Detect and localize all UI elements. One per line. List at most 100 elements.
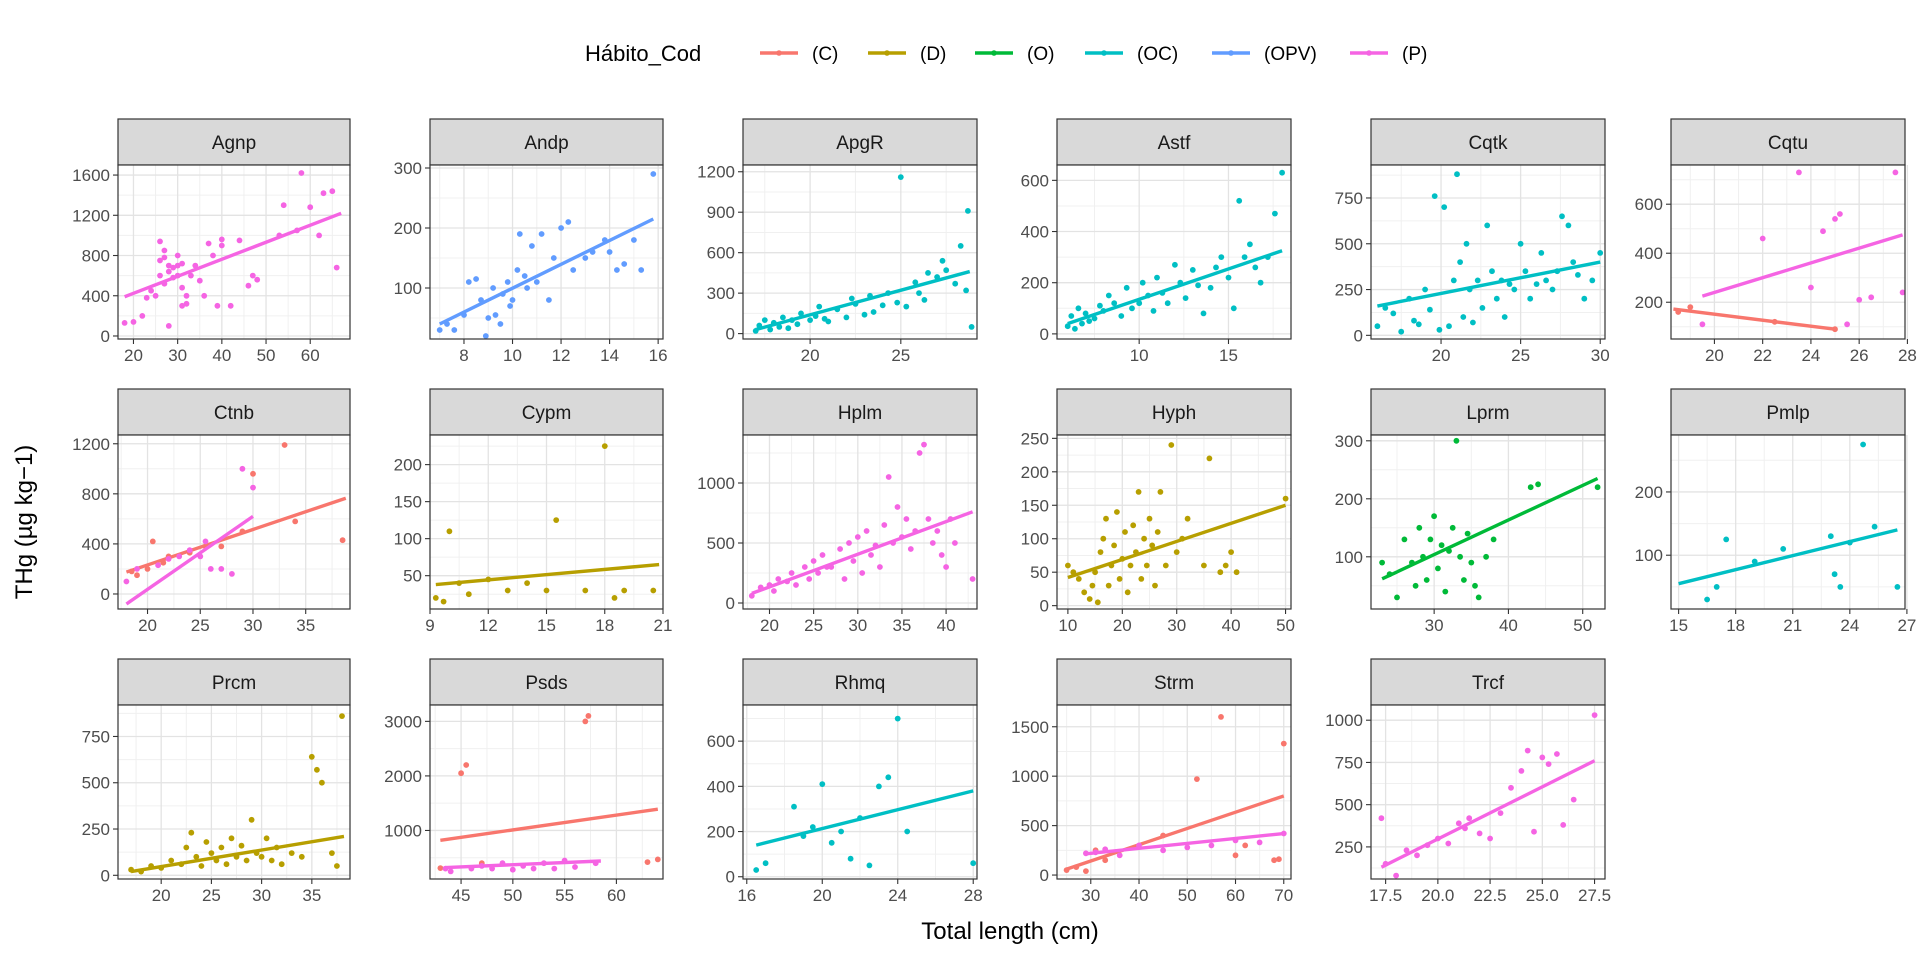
regression-line — [125, 496, 347, 574]
data-point — [258, 853, 265, 860]
legend-item-o: (O) — [975, 44, 1054, 65]
panel-data — [753, 715, 977, 873]
data-point — [1152, 582, 1158, 589]
panel-data — [437, 713, 661, 875]
data-point — [1075, 305, 1082, 312]
facet-strip — [117, 388, 351, 436]
data-point — [1493, 295, 1500, 302]
data-point — [912, 279, 919, 286]
data-point — [1868, 294, 1875, 301]
data-point — [1282, 495, 1289, 502]
data-point — [650, 171, 657, 177]
legend-item-oc: (OC) — [1085, 44, 1178, 65]
data-point — [654, 856, 661, 863]
data-point — [1464, 530, 1471, 537]
y-tick-label: 800 — [82, 247, 110, 266]
data-point — [533, 279, 540, 285]
y-tick-label: 0 — [726, 325, 735, 344]
data-point — [521, 273, 528, 279]
data-point — [482, 333, 489, 339]
data-point — [1189, 267, 1196, 273]
data-point — [524, 580, 530, 586]
panel-grid — [118, 435, 350, 609]
data-point — [339, 537, 346, 544]
data-point — [753, 867, 760, 873]
y-tick-label: 0 — [726, 594, 735, 613]
y-tick-label: 600 — [707, 244, 735, 263]
data-point — [186, 547, 193, 554]
y-tick-label: 600 — [1021, 171, 1049, 190]
data-point — [863, 528, 870, 534]
data-point — [1827, 533, 1834, 540]
data-point — [1466, 815, 1473, 822]
x-tick-label: 20 — [1705, 346, 1724, 365]
data-point — [1538, 250, 1545, 256]
data-point — [193, 853, 200, 860]
data-point — [1431, 513, 1437, 520]
y-tick-label: 0 — [1040, 325, 1049, 344]
data-point — [432, 595, 439, 601]
y-tick-label: 400 — [1021, 223, 1049, 242]
y-tick-label: 250 — [1335, 281, 1363, 300]
data-point — [1455, 820, 1462, 827]
data-point — [1150, 308, 1157, 314]
data-point — [1394, 594, 1400, 601]
panel-data — [1378, 712, 1598, 879]
data-point — [218, 844, 225, 851]
y-tick-label: 400 — [82, 287, 110, 306]
data-point — [553, 517, 560, 523]
data-point — [1454, 171, 1460, 178]
data-point — [161, 247, 168, 254]
x-tick-label: 27.5 — [1578, 886, 1611, 905]
data-point — [507, 303, 513, 309]
y-tick-label: 200 — [1021, 274, 1049, 293]
facet-strip — [1370, 388, 1606, 436]
x-tick-label: 55 — [555, 886, 574, 905]
x-tick-label: 30 — [252, 886, 271, 905]
data-point — [165, 262, 172, 269]
data-point — [307, 204, 314, 211]
x-tick-label: 50 — [257, 346, 276, 365]
data-point — [1704, 596, 1710, 603]
data-point — [1531, 828, 1537, 835]
panel-apgr: ApgR 20 25 0 300 600 900 1200 — [697, 118, 978, 365]
x-axis-title: Total length (cm) — [921, 918, 1098, 945]
x-tick-label: 20 — [1432, 346, 1451, 365]
data-point — [529, 243, 535, 249]
data-point — [963, 287, 969, 294]
data-point — [1591, 712, 1598, 718]
panel-hplm: Hplm 20 25 30 35 40 0 500 1000 — [697, 388, 978, 635]
y-tick-label: 250 — [1021, 429, 1049, 448]
data-point — [144, 566, 151, 572]
x-tick-label: 50 — [1276, 616, 1295, 635]
data-point — [1206, 455, 1213, 462]
panel-data — [1379, 437, 1601, 601]
x-tick-label: 21 — [1783, 616, 1802, 635]
x-tick-label: 10 — [503, 346, 522, 365]
legend-key-point — [1228, 50, 1234, 56]
data-point — [280, 202, 287, 209]
data-point — [885, 774, 892, 781]
data-point — [1201, 562, 1207, 569]
x-tick-label: 40 — [937, 616, 956, 635]
legend-key-point — [1366, 50, 1372, 56]
panel-grid — [118, 705, 350, 879]
data-point — [819, 552, 826, 558]
data-point — [904, 828, 911, 835]
legend-item-opv: (OPV) — [1212, 44, 1317, 65]
data-point — [1527, 295, 1534, 302]
data-point — [1844, 321, 1850, 328]
data-point — [1892, 169, 1899, 176]
x-tick-label: 20 — [124, 346, 143, 365]
x-tick-label: 28 — [1898, 346, 1917, 365]
panel-data — [1678, 441, 1901, 603]
data-point — [214, 302, 221, 309]
x-tick-label: 10 — [1058, 616, 1077, 635]
data-point — [606, 249, 613, 255]
x-tick-label: 50 — [1573, 616, 1592, 635]
y-tick-label: 100 — [394, 530, 422, 549]
x-tick-label: 10 — [1130, 346, 1149, 365]
y-tick-label: 200 — [707, 823, 735, 842]
panel-border — [1056, 164, 1292, 340]
data-point — [925, 516, 932, 522]
